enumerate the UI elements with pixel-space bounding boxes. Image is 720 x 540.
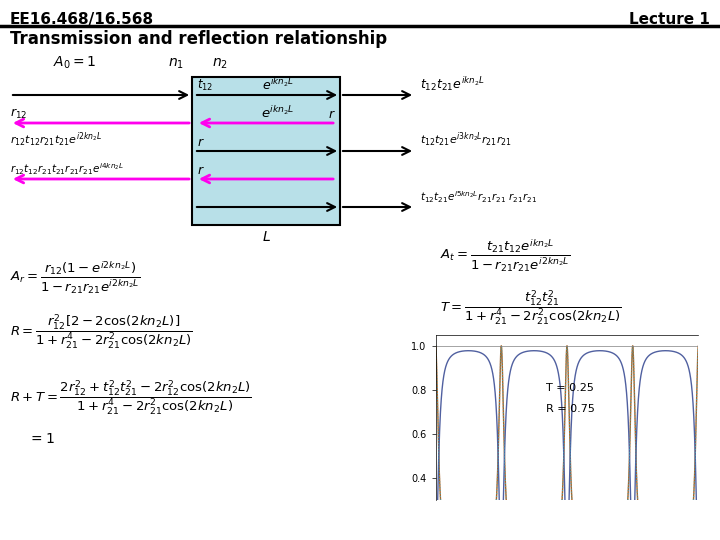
Text: Transmission and reflection relationship: Transmission and reflection relationship bbox=[10, 30, 387, 48]
Text: $r$: $r$ bbox=[197, 136, 204, 149]
Text: $t_{12}t_{21}e^{ikn_2L}$: $t_{12}t_{21}e^{ikn_2L}$ bbox=[420, 75, 485, 93]
Text: $r$: $r$ bbox=[328, 108, 336, 121]
Text: $n_1$: $n_1$ bbox=[168, 57, 184, 71]
Text: $t_{12}t_{21}e^{i3kn_2L}r_{21}r_{21}$: $t_{12}t_{21}e^{i3kn_2L}r_{21}r_{21}$ bbox=[420, 131, 512, 149]
Text: $r_{12}t_{12}r_{21}t_{21}e^{i2kn_2L}$: $r_{12}t_{12}r_{21}t_{21}e^{i2kn_2L}$ bbox=[10, 131, 102, 149]
Text: $= 1$: $= 1$ bbox=[28, 432, 55, 446]
Text: $n_2$: $n_2$ bbox=[212, 57, 228, 71]
Text: $R + T = \dfrac{2r_{12}^2 + t_{12}^2t_{21}^2 - 2r_{12}^2\cos(2kn_2L)}{1 + r_{21}: $R + T = \dfrac{2r_{12}^2 + t_{12}^2t_{2… bbox=[10, 378, 252, 417]
Text: R = 0.75: R = 0.75 bbox=[546, 404, 595, 414]
Bar bbox=[192, 77, 340, 225]
Text: $L$: $L$ bbox=[261, 230, 271, 244]
Text: $t_{12}t_{21}e^{i5kn_2L}r_{21}r_{21}\ r_{21}r_{21}$: $t_{12}t_{21}e^{i5kn_2L}r_{21}r_{21}\ r_… bbox=[420, 190, 537, 205]
Text: $A_t = \dfrac{t_{21}t_{12}e^{ikn_2L}}{1 - r_{21}r_{21}e^{i2kn_2L}}$: $A_t = \dfrac{t_{21}t_{12}e^{ikn_2L}}{1 … bbox=[440, 238, 570, 274]
Text: $A_r = \dfrac{r_{12}(1 - e^{i2kn_2L})}{1 - r_{21}r_{21}e^{i2kn_2L}}$: $A_r = \dfrac{r_{12}(1 - e^{i2kn_2L})}{1… bbox=[10, 260, 140, 296]
Text: EE16.468/16.568: EE16.468/16.568 bbox=[10, 12, 154, 27]
Text: $R = \dfrac{r_{12}^2[2 - 2\cos(2kn_2L)]}{1 + r_{21}^4 - 2r_{21}^2\cos(2kn_2L)}$: $R = \dfrac{r_{12}^2[2 - 2\cos(2kn_2L)]}… bbox=[10, 312, 193, 351]
Text: $t_{12}$: $t_{12}$ bbox=[197, 78, 213, 93]
Text: Lecture 1: Lecture 1 bbox=[629, 12, 710, 27]
Text: $r$: $r$ bbox=[197, 164, 204, 177]
Text: $T = \dfrac{t_{12}^2 t_{21}^2}{1 + r_{21}^4 - 2r_{21}^2\cos(2kn_2L)}$: $T = \dfrac{t_{12}^2 t_{21}^2}{1 + r_{21… bbox=[440, 288, 621, 327]
Text: T = 0.25: T = 0.25 bbox=[546, 382, 594, 393]
Text: $e^{ikn_2L}$: $e^{ikn_2L}$ bbox=[261, 105, 294, 121]
Text: $r_{12}$: $r_{12}$ bbox=[10, 107, 27, 121]
Text: $r_{12}t_{12}r_{21}t_{21}r_{21}r_{21}e^{i4kn_2L}$: $r_{12}t_{12}r_{21}t_{21}r_{21}r_{21}e^{… bbox=[10, 161, 124, 177]
Text: $e^{ikn_2L}$: $e^{ikn_2L}$ bbox=[262, 77, 294, 93]
Text: $A_0=1$: $A_0=1$ bbox=[53, 55, 96, 71]
